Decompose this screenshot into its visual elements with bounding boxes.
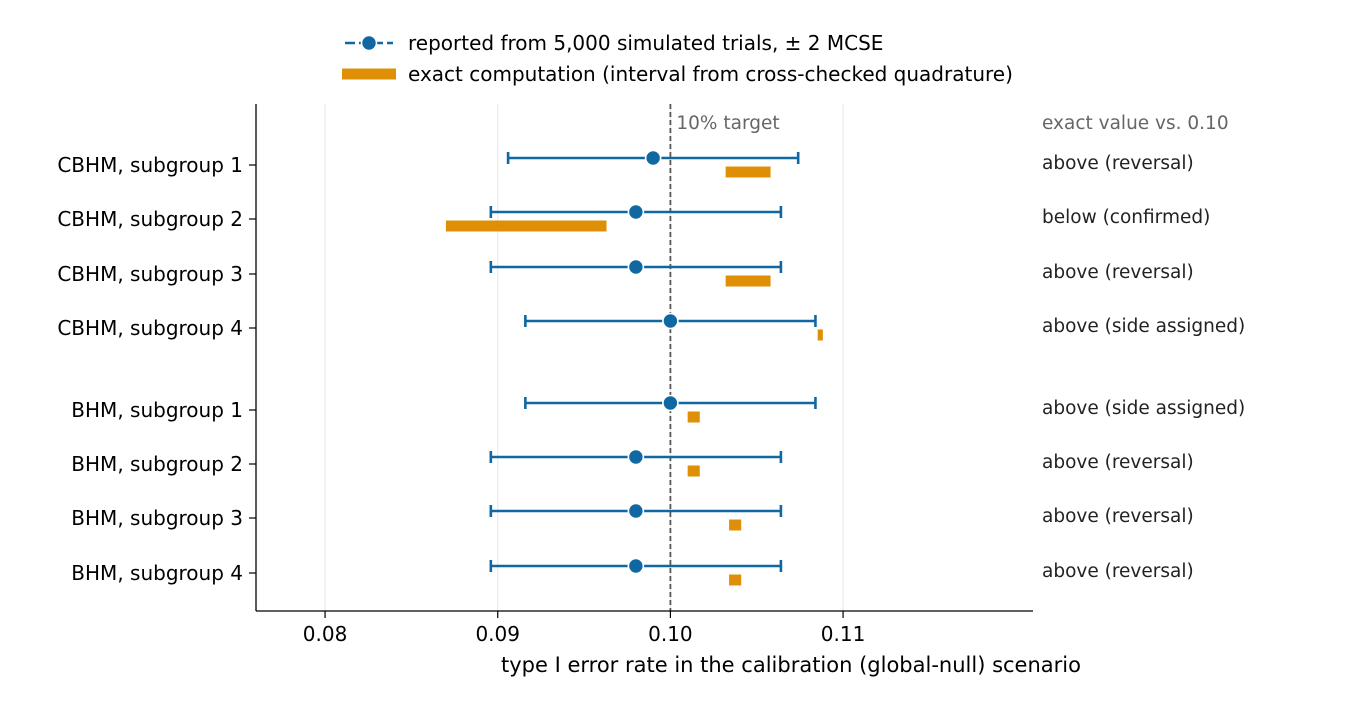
x-tick-label: 0.08 xyxy=(303,622,348,646)
row-group xyxy=(489,448,783,477)
chart-marks xyxy=(445,149,823,586)
exact-interval-bar xyxy=(445,220,607,232)
row-note: above (side assigned) xyxy=(1042,398,1245,419)
legend-label-exact: exact computation (interval from cross-c… xyxy=(408,62,1013,86)
exact-interval-bar xyxy=(687,465,700,477)
reported-point xyxy=(627,203,645,221)
row-group xyxy=(445,203,783,232)
row-group xyxy=(524,312,823,341)
row-note: above (reversal) xyxy=(1042,153,1194,174)
row-group xyxy=(489,258,783,287)
reported-point xyxy=(627,258,645,276)
row-notes: exact value vs. 0.10 above (reversal) belo… xyxy=(1042,113,1245,582)
row-note: above (reversal) xyxy=(1042,452,1194,473)
reported-point xyxy=(644,149,662,167)
notes-header: exact value vs. 0.10 xyxy=(1042,113,1229,134)
exact-interval-bar xyxy=(729,574,742,586)
row-note: below (confirmed) xyxy=(1042,207,1210,228)
row-label: CBHM, subgroup 3 xyxy=(57,262,243,286)
row-label: BHM, subgroup 4 xyxy=(71,561,243,585)
reported-point xyxy=(662,312,679,330)
row-group xyxy=(524,394,817,423)
row-label: CBHM, subgroup 4 xyxy=(57,316,243,340)
x-tick-label: 0.09 xyxy=(475,622,520,646)
row-group xyxy=(506,149,800,178)
row-note: above (reversal) xyxy=(1042,262,1194,283)
row-group xyxy=(489,502,783,531)
legend-swatch-exact xyxy=(342,68,396,80)
legend-label-reported: reported from 5,000 simulated trials, ± … xyxy=(408,31,883,55)
row-note: above (reversal) xyxy=(1042,561,1194,582)
x-tick-label: 0.10 xyxy=(648,622,693,646)
axes: 0.08 0.09 0.10 0.11 xyxy=(249,104,1033,646)
row-label: BHM, subgroup 1 xyxy=(71,398,243,422)
reported-point xyxy=(662,394,679,412)
row-note: above (side assigned) xyxy=(1042,316,1245,337)
x-tick-label: 0.11 xyxy=(821,622,866,646)
reference-line-group: 10% target xyxy=(669,104,780,611)
row-label: CBHM, subgroup 1 xyxy=(57,153,243,177)
reference-line-label: 10% target xyxy=(676,113,779,134)
legend: reported from 5,000 simulated trials, ± … xyxy=(342,31,1013,86)
exact-interval-bar xyxy=(729,519,742,531)
reported-point xyxy=(627,448,645,466)
row-note: above (reversal) xyxy=(1042,506,1194,527)
reported-point xyxy=(627,557,645,575)
grid-lines xyxy=(324,104,844,611)
exact-interval-bar xyxy=(725,166,771,178)
row-group xyxy=(489,557,783,586)
exact-interval-bar xyxy=(725,275,771,287)
reported-point xyxy=(627,502,645,520)
exact-interval-bar xyxy=(687,411,700,423)
row-label: BHM, subgroup 2 xyxy=(71,452,243,476)
row-label: CBHM, subgroup 2 xyxy=(57,207,243,231)
row-label: BHM, subgroup 3 xyxy=(71,506,243,530)
x-axis-title: type I error rate in the calibration (gl… xyxy=(501,653,1081,677)
legend-marker-reported xyxy=(360,34,378,52)
row-labels: CBHM, subgroup 1 CBHM, subgroup 2 CBHM, su… xyxy=(57,153,243,585)
exact-interval-bar xyxy=(817,329,823,341)
